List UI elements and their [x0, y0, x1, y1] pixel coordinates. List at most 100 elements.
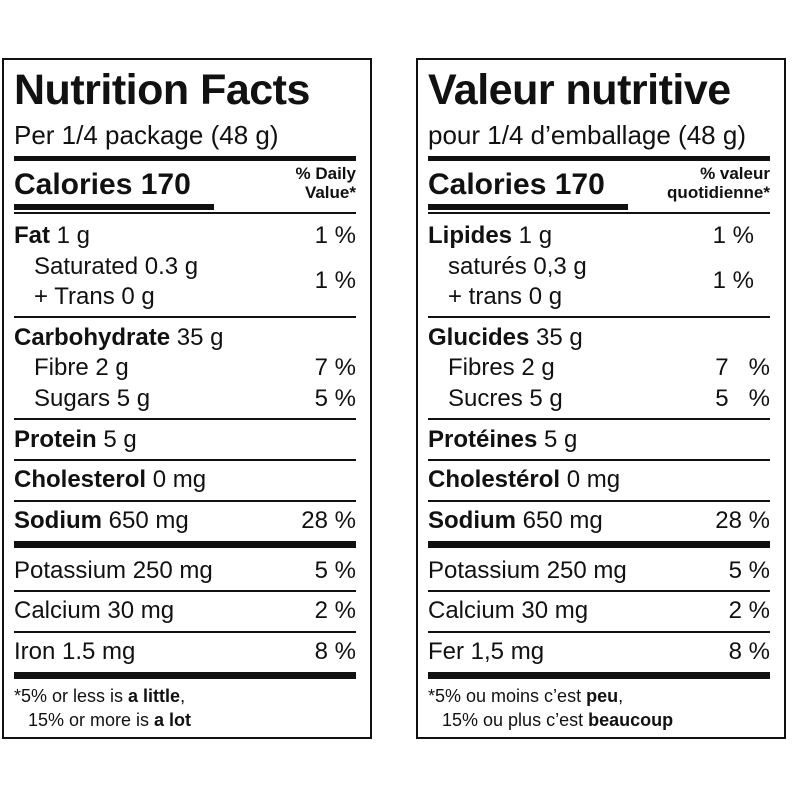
divider: [14, 631, 356, 633]
protein-amount: 5 g: [537, 426, 578, 453]
footnote-line2: 15% ou plus c’est beaucoup: [442, 710, 673, 731]
fibre-dv: 7 %: [715, 354, 770, 381]
daily-value-header: % valeur quotidienne*: [667, 164, 770, 202]
potassium-label: Potassium 250 mg: [428, 557, 627, 584]
dv-header-line2: Value*: [304, 183, 356, 202]
calories-underline: [14, 204, 214, 210]
footnote-text: *5% or less is: [14, 686, 129, 706]
divider: [428, 590, 770, 592]
fibre-dv: 7 %: [314, 354, 356, 381]
serving-size: Per 1/4 package (48 g): [14, 120, 279, 150]
fat-dv: 1 %: [712, 222, 754, 249]
fat-label: Lipides: [428, 222, 513, 249]
footnote-text: 15% ou plus c’est: [442, 710, 589, 730]
footnote-text: *5% ou moins c’est: [428, 686, 587, 706]
calcium-label: Calcium 30 mg: [428, 597, 589, 624]
trans-label: + Trans 0 g: [34, 283, 155, 310]
carb-amount: 35 g: [529, 324, 583, 351]
protein-label: Protéines: [428, 426, 538, 453]
chol-amount: 0 mg: [146, 466, 207, 493]
divider: [14, 156, 356, 161]
calories-label: Calories: [428, 168, 547, 201]
divider-heavy: [14, 541, 356, 548]
nutrition-facts-panel-en: Nutrition Facts Per 1/4 package (48 g) C…: [2, 58, 372, 739]
potassium-label: Potassium 250 mg: [14, 557, 213, 584]
fat-dv: 1 %: [314, 222, 356, 249]
saturated-label: saturés 0,3 g: [448, 253, 587, 280]
divider: [14, 418, 356, 420]
potassium-dv: 5 %: [728, 557, 770, 584]
carb-amount: 35 g: [170, 324, 224, 351]
sat-trans-dv: 1 %: [314, 267, 356, 294]
chol-label: Cholestérol: [428, 466, 561, 493]
divider: [428, 212, 770, 214]
divider: [428, 156, 770, 161]
divider: [428, 316, 770, 318]
protein-amount: 5 g: [96, 426, 137, 453]
nutrition-facts-panel-fr: Valeur nutritive pour 1/4 d’emballage (4…: [416, 58, 786, 739]
footnote-text: ,: [180, 686, 186, 706]
panel-title: Nutrition Facts: [14, 66, 310, 114]
dv-header-line2: quotidienne*: [667, 183, 770, 202]
footnote-text: ,: [618, 686, 624, 706]
divider: [14, 590, 356, 592]
trans-label: + trans 0 g: [448, 283, 563, 310]
sodium-label: Sodium: [428, 507, 516, 534]
divider: [14, 212, 356, 214]
calcium-dv: 2 %: [314, 597, 356, 624]
calories-value: 170: [554, 168, 605, 201]
chol-amount: 0 mg: [560, 466, 621, 493]
calories: Calories 170: [428, 168, 605, 202]
panel-title: Valeur nutritive: [428, 66, 731, 114]
potassium-dv: 5 %: [314, 557, 356, 584]
divider: [428, 459, 770, 461]
sugars-label: Sucres 5 g: [448, 385, 563, 412]
fibre-label: Fibres 2 g: [448, 354, 555, 381]
protein-label: Protein: [14, 426, 97, 453]
footnote-line2: 15% or more is a lot: [28, 710, 191, 731]
fat-label: Fat: [14, 222, 50, 249]
serving-size: pour 1/4 d’emballage (48 g): [428, 120, 746, 150]
divider: [428, 631, 770, 633]
footnote-bold: a lot: [154, 710, 192, 730]
calcium-dv: 2 %: [728, 597, 770, 624]
divider: [14, 316, 356, 318]
calories: Calories 170: [14, 168, 191, 202]
calories-label: Calories: [14, 168, 133, 201]
divider: [14, 459, 356, 461]
daily-value-header: % Daily Value*: [296, 164, 356, 202]
footnote-line1: *5% ou moins c’est peu,: [428, 686, 623, 707]
calories-underline: [428, 204, 628, 210]
sodium-dv: 28 %: [715, 507, 770, 534]
sugars-dv: 5 %: [715, 385, 770, 412]
divider: [428, 500, 770, 502]
carb-label: Glucides: [428, 324, 530, 351]
sodium-dv: 28 %: [301, 507, 356, 534]
dv-header-line1: % Daily: [295, 164, 356, 183]
divider-heavy: [428, 541, 770, 548]
iron-label: Iron 1.5 mg: [14, 638, 136, 665]
sodium-amount: 650 mg: [102, 507, 189, 534]
footnote-text: 15% or more is: [28, 710, 155, 730]
divider-heavy: [14, 672, 356, 679]
iron-label: Fer 1,5 mg: [428, 638, 545, 665]
fat-amount: 1 g: [512, 222, 553, 249]
sugars-dv: 5 %: [314, 385, 356, 412]
calcium-label: Calcium 30 mg: [14, 597, 175, 624]
footnote-bold: a little: [128, 686, 181, 706]
sugars-label: Sugars 5 g: [34, 385, 151, 412]
iron-dv: 8 %: [314, 638, 356, 665]
divider-heavy: [428, 672, 770, 679]
footnote-bold: peu: [586, 686, 619, 706]
calories-value: 170: [140, 168, 191, 201]
dv-header-line1: % valeur: [700, 164, 770, 183]
sodium-amount: 650 mg: [516, 507, 603, 534]
divider: [14, 500, 356, 502]
iron-dv: 8 %: [728, 638, 770, 665]
divider: [428, 418, 770, 420]
footnote-line1: *5% or less is a little,: [14, 686, 185, 707]
fibre-label: Fibre 2 g: [34, 354, 129, 381]
saturated-label: Saturated 0.3 g: [34, 253, 199, 280]
carb-label: Carbohydrate: [14, 324, 171, 351]
sodium-label: Sodium: [14, 507, 102, 534]
